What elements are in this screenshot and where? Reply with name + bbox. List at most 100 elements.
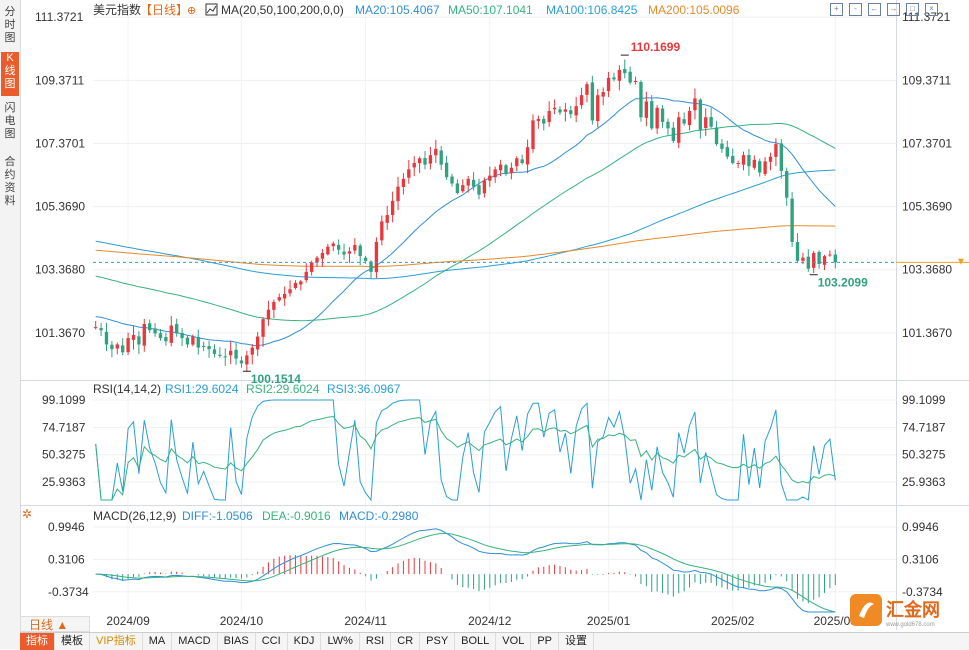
- candle-body: [126, 338, 130, 353]
- indicator-tab-9[interactable]: RSI: [360, 633, 392, 650]
- candle-body: [768, 156, 773, 162]
- candle-body: [758, 161, 762, 173]
- scroll-right-icon[interactable]: →: [887, 3, 900, 16]
- ma20-line: [95, 97, 836, 347]
- period-selector[interactable]: 日线 ▲: [20, 616, 90, 632]
- candle-body: [725, 147, 730, 157]
- fullscreen-icon[interactable]: □: [906, 3, 919, 16]
- candle-body: [369, 261, 373, 272]
- rsi-lines: [95, 399, 836, 502]
- candle-body: [250, 347, 254, 355]
- indicator-tab-4[interactable]: MACD: [172, 633, 218, 650]
- macd-settings-icon[interactable]: ✲: [22, 507, 32, 521]
- ma-lines: [95, 97, 836, 347]
- candle-body: [396, 186, 400, 202]
- candle-body: [417, 158, 422, 164]
- candle-body: [774, 144, 778, 157]
- candle-body: [752, 159, 756, 168]
- candle-body: [779, 143, 783, 171]
- price-tick-right: 111.3721: [902, 10, 951, 24]
- svg-text:110.1699: 110.1699: [631, 40, 681, 54]
- candle-body: [385, 215, 389, 223]
- rsi-tick-right: 99.1099: [902, 393, 946, 407]
- x-axis: 2024/09 2024/10 2024/11 2024/12 2025/01 2025/…: [106, 614, 857, 628]
- price-tick-left: 111.3721: [35, 10, 84, 24]
- indicator-tab-0[interactable]: 指标: [20, 633, 55, 650]
- indicator-tab-1[interactable]: 模板: [55, 633, 90, 650]
- price-tick-right: 101.3670: [902, 326, 952, 340]
- macd-histogram: [100, 555, 836, 604]
- candle-body: [785, 171, 789, 198]
- indicator-tab-2[interactable]: VIP指标: [90, 633, 143, 650]
- candle-body: [644, 101, 649, 118]
- candle-body: [94, 327, 98, 329]
- indicator-tab-13[interactable]: VOL: [496, 633, 532, 650]
- candle-body: [234, 349, 238, 359]
- svg-text:100.1514: 100.1514: [251, 372, 301, 386]
- price-tick-left: 105.3690: [35, 200, 85, 214]
- indicator-tab-8[interactable]: LW%: [321, 633, 360, 650]
- candle-body: [218, 354, 222, 356]
- candle-body: [714, 127, 719, 145]
- svg-text:www.gold678.com: www.gold678.com: [885, 622, 935, 628]
- candle-body: [590, 82, 595, 121]
- zoom-in-icon[interactable]: +: [830, 3, 843, 16]
- candle-body: [358, 245, 362, 257]
- x-tick-label: 2025/02: [711, 614, 755, 628]
- candle-body: [201, 345, 206, 347]
- tab-contract-info[interactable]: 合约资料: [4, 156, 16, 207]
- rsi-axis-left: 99.1099 74.7187 50.3275 25.9363: [42, 393, 86, 489]
- candle-body: [542, 118, 546, 124]
- x-tick-label: 2025/03: [814, 614, 858, 628]
- tab-timeshare[interactable]: 分时图: [4, 6, 16, 44]
- candle-body: [282, 293, 287, 299]
- candle-body: [342, 251, 346, 255]
- candle-body: [180, 333, 184, 339]
- candle-body: [380, 221, 384, 241]
- candle-body: [434, 148, 438, 156]
- macd-macd-value: MACD:-0.2980: [339, 509, 419, 523]
- indicator-tab-14[interactable]: PP: [531, 633, 559, 650]
- indicator-tab-3[interactable]: MA: [143, 633, 173, 650]
- settings-icon[interactable]: ⊕: [187, 5, 196, 17]
- indicator-tab-15[interactable]: 设置: [559, 633, 594, 650]
- candle-body: [639, 81, 643, 118]
- indicator-tab-11[interactable]: PSY: [420, 633, 456, 650]
- low-annotation: 100.1514: [242, 370, 301, 386]
- candle-body: [326, 246, 330, 255]
- candle-body: [812, 252, 816, 268]
- price-tick-right: 105.3690: [902, 200, 952, 214]
- candle-body: [531, 120, 535, 150]
- candle-body: [720, 143, 724, 149]
- indicator-tab-10[interactable]: CR: [391, 633, 421, 650]
- ma50-line: [95, 123, 836, 322]
- price-axis-right: 111.3721 109.3711 107.3701 105.3690 103.3680…: [902, 10, 952, 340]
- close-icon[interactable]: ×: [925, 3, 938, 16]
- candle-body: [110, 344, 114, 350]
- indicator-bar: 指标 模板 VIP指标 MA MACD BIAS CCI KDJ LW% RSI CR PSY BOLL…: [20, 632, 969, 650]
- candle-body: [277, 297, 281, 301]
- candle-body: [320, 252, 325, 259]
- candle-body: [207, 346, 211, 350]
- scroll-left-icon[interactable]: ←: [868, 3, 881, 16]
- zoom-out-icon[interactable]: -: [849, 3, 862, 16]
- candle-body: [660, 108, 665, 123]
- candle-body: [223, 356, 227, 358]
- tab-kline[interactable]: K线图: [1, 52, 19, 96]
- rsi3-value: RSI3:36.0967: [327, 382, 401, 396]
- candle-body: [266, 309, 271, 320]
- indicator-tab-5[interactable]: BIAS: [218, 633, 256, 650]
- ma-label: MA(20,50,100,200,0,0): [221, 3, 344, 17]
- tab-flash[interactable]: 闪电图: [4, 102, 16, 140]
- candle-body: [520, 159, 524, 164]
- candle-body: [191, 336, 195, 345]
- candle-body: [466, 178, 470, 186]
- indicator-tab-12[interactable]: BOLL: [455, 633, 497, 650]
- ma-toggle-icon[interactable]: [205, 3, 218, 16]
- candle-body: [509, 167, 514, 174]
- indicator-tab-7[interactable]: KDJ: [288, 633, 322, 650]
- price-axis-left: 111.3721 109.3711 107.3701 105.3690 103.3680…: [35, 10, 85, 340]
- period-tag: 【日线】: [140, 3, 188, 17]
- indicator-tab-6[interactable]: CCI: [256, 633, 288, 650]
